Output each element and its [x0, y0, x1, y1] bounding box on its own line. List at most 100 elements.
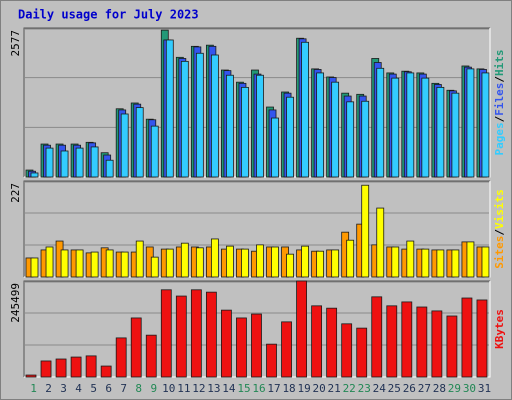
- x-tick-label: 25: [388, 382, 401, 395]
- bar: [476, 299, 488, 378]
- bevel: [23, 180, 490, 277]
- bar: [210, 54, 219, 178]
- separator: /: [493, 229, 506, 236]
- x-tick-label: 4: [75, 382, 82, 395]
- x-tick-label: 17: [267, 382, 280, 395]
- x-tick-label: 11: [177, 382, 190, 395]
- x-tick-label: 20: [313, 382, 326, 395]
- x-tick-label: 26: [403, 382, 416, 395]
- x-tick-label: 1: [30, 382, 37, 395]
- bar: [376, 67, 385, 178]
- y-tick-label: 2577: [9, 30, 22, 57]
- bar: [481, 72, 490, 178]
- bar: [406, 72, 415, 178]
- legend-entry: Files: [493, 83, 506, 116]
- bar: [160, 289, 172, 378]
- bar: [346, 101, 355, 178]
- bar: [115, 337, 127, 378]
- bar: [316, 72, 325, 178]
- axis-label: KBytes: [493, 309, 506, 349]
- bar: [105, 159, 114, 178]
- bar: [356, 327, 368, 378]
- bar: [175, 295, 187, 378]
- bar: [386, 305, 398, 378]
- axis-label: Pages/Files/Hits: [493, 50, 506, 156]
- bar: [40, 360, 52, 378]
- bar: [401, 301, 413, 378]
- bar: [105, 249, 114, 278]
- bar: [100, 365, 112, 378]
- bar: [30, 257, 39, 278]
- bar: [286, 253, 294, 278]
- bar: [406, 240, 415, 278]
- bar: [150, 125, 159, 178]
- bar: [120, 113, 129, 178]
- x-tick-label: 3: [60, 382, 67, 395]
- bar: [256, 74, 264, 178]
- bar: [150, 256, 159, 278]
- bar: [90, 251, 99, 278]
- bar: [130, 317, 142, 378]
- bar: [251, 313, 262, 378]
- x-tick-label: 21: [328, 382, 341, 395]
- x-tick-label: 28: [433, 382, 446, 395]
- x-tick-label: 18: [282, 382, 295, 395]
- chart-title: Daily usage for July 2023: [18, 8, 199, 22]
- bar: [256, 244, 264, 278]
- bar: [180, 242, 189, 278]
- legend-entry: Hits: [493, 50, 506, 77]
- bar: [371, 296, 383, 378]
- bar: [361, 184, 370, 278]
- bar: [361, 100, 370, 178]
- legend-entry: Sites: [493, 236, 506, 269]
- bar: [55, 358, 67, 378]
- bar: [391, 77, 400, 178]
- bar: [120, 251, 129, 278]
- x-tick-label: 15: [237, 382, 250, 395]
- y-tick-label: 227: [9, 183, 22, 203]
- x-tick-label: 8: [135, 382, 142, 395]
- bar: [195, 52, 204, 178]
- bar: [85, 355, 97, 378]
- x-tick-label: 30: [463, 382, 476, 395]
- bar: [391, 246, 400, 278]
- bar: [331, 81, 340, 178]
- bar: [271, 246, 279, 278]
- bar: [421, 248, 430, 278]
- bar: [481, 246, 490, 278]
- bar: [190, 289, 202, 378]
- x-tick-label: 19: [297, 382, 310, 395]
- bar: [376, 207, 385, 278]
- bar: [436, 249, 445, 278]
- bar: [241, 86, 249, 178]
- x-tick-label: 10: [162, 382, 175, 395]
- bar: [451, 92, 460, 178]
- bar: [165, 248, 174, 278]
- bar: [135, 107, 144, 178]
- bar: [311, 305, 323, 378]
- bar: [45, 246, 54, 278]
- bar: [60, 249, 69, 278]
- bar: [165, 39, 174, 178]
- bar: [421, 77, 430, 178]
- bar: [145, 334, 157, 378]
- x-tick-label: 31: [478, 382, 491, 395]
- bar: [446, 315, 458, 378]
- bar: [466, 68, 475, 178]
- separator: /: [493, 115, 506, 122]
- bar: [75, 147, 84, 178]
- x-tick-label: 5: [90, 382, 97, 395]
- bar: [205, 291, 217, 378]
- bar: [45, 147, 54, 178]
- bar: [286, 96, 294, 178]
- bar: [301, 41, 309, 178]
- bar: [326, 307, 338, 378]
- y-tick-label: 245499: [9, 283, 22, 323]
- bevel: [23, 280, 490, 377]
- axis-label: Sites/Visits: [493, 189, 506, 269]
- bar: [346, 239, 355, 278]
- x-tick-label: 23: [358, 382, 371, 395]
- x-tick-label: 7: [120, 382, 127, 395]
- bar: [195, 247, 204, 278]
- bar: [236, 317, 247, 378]
